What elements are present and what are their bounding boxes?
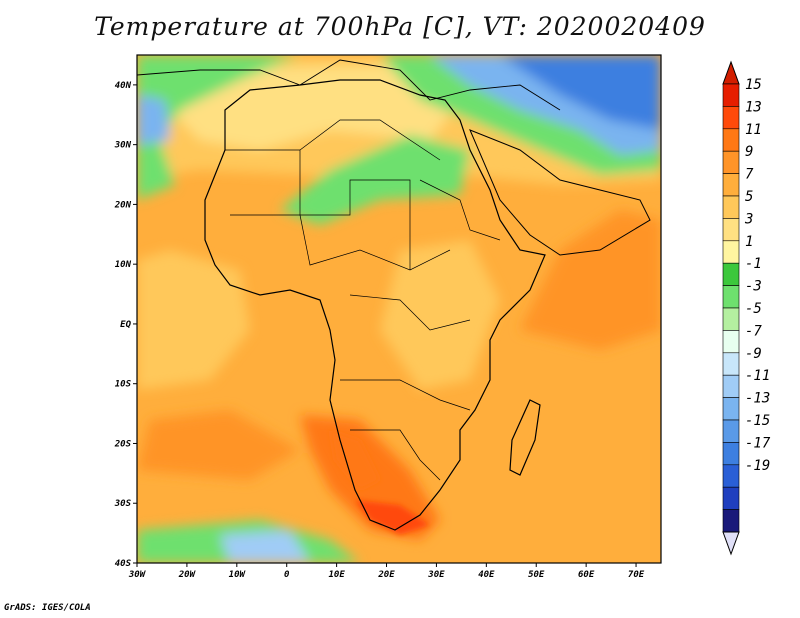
lat-tick-label: 10N bbox=[115, 260, 132, 270]
lon-tick-label: 10E bbox=[328, 570, 345, 580]
colorbar-label: -7 bbox=[745, 323, 762, 339]
colorbar-over-triangle bbox=[722, 60, 740, 85]
lat-tick-label: EQ bbox=[120, 320, 131, 330]
colorbar-label: -11 bbox=[745, 368, 770, 384]
latitude-axis: 40N 30N 20N 10N EQ 10S 20S 30S 40S bbox=[114, 81, 137, 569]
colorbar-label: -17 bbox=[745, 435, 771, 451]
colorbar-label: 3 bbox=[744, 211, 753, 227]
colorbar-swatch bbox=[722, 262, 740, 286]
colorbar-label: 13 bbox=[745, 99, 762, 115]
coastline-africa bbox=[204, 79, 546, 531]
lon-tick-label: 50E bbox=[528, 570, 545, 580]
colorbar-swatch bbox=[722, 464, 740, 488]
colorbar-label: -13 bbox=[745, 391, 770, 407]
colorbar-label: -3 bbox=[745, 279, 762, 295]
colorbar-swatch bbox=[722, 195, 740, 219]
colorbar-swatch bbox=[722, 330, 740, 354]
colorbar-swatch bbox=[722, 352, 740, 376]
lon-tick-label: 0 bbox=[284, 570, 290, 580]
credit-text: GrADS: IGES/COLA bbox=[4, 603, 91, 613]
colorbar-label: 9 bbox=[745, 144, 753, 160]
lon-tick-label: 10W bbox=[229, 570, 247, 580]
colorbar: 15 13 11 9 7 5 3 1 -1 -3 -5 -7 -9 -11 -13 -15 -17 -19 bbox=[722, 60, 771, 556]
lon-tick-label: 30E bbox=[427, 570, 445, 580]
longitude-axis: 30W 20W 10W 0 10E 20E 30E 40E 50E 60E 70E bbox=[128, 563, 645, 580]
colorbar-swatch bbox=[722, 83, 740, 107]
lat-tick-label: 40S bbox=[115, 559, 132, 569]
lon-tick-label: 20E bbox=[377, 570, 395, 580]
colorbar-swatch bbox=[722, 218, 740, 242]
country-borders bbox=[225, 119, 501, 481]
colorbar-swatch bbox=[722, 419, 740, 443]
colorbar-swatch bbox=[722, 128, 740, 152]
coastline-arabia bbox=[469, 129, 651, 256]
lon-tick-label: 70E bbox=[628, 570, 645, 580]
chart-title: Temperature at 700hPa [C], VT: 202002040… bbox=[94, 12, 706, 41]
colorbar-label: -19 bbox=[745, 458, 770, 474]
coastline-europe bbox=[137, 59, 561, 111]
colorbar-swatch bbox=[722, 397, 740, 421]
temperature-field bbox=[137, 55, 661, 563]
lat-tick-label: 10S bbox=[115, 380, 132, 390]
colorbar-swatch bbox=[722, 307, 740, 331]
colorbar-swatch bbox=[722, 285, 740, 309]
colorbar-label: 15 bbox=[745, 77, 762, 93]
colorbar-swatch bbox=[722, 240, 740, 264]
colorbar-swatch bbox=[722, 173, 740, 197]
lat-tick-label: 30N bbox=[114, 141, 132, 151]
lon-tick-label: 40E bbox=[478, 570, 495, 580]
map-frame bbox=[136, 54, 662, 564]
colorbar-swatch bbox=[722, 486, 740, 510]
colorbar-label: 5 bbox=[745, 189, 753, 205]
colorbar-swatch bbox=[722, 106, 740, 130]
lon-tick-label: 30W bbox=[128, 570, 147, 580]
lon-tick-label: 20W bbox=[178, 570, 197, 580]
colorbar-swatch bbox=[722, 442, 740, 466]
lat-tick-label: 20N bbox=[114, 200, 132, 210]
lon-tick-label: 60E bbox=[578, 570, 595, 580]
colorbar-swatch bbox=[722, 509, 740, 533]
colorbar-label: 1 bbox=[745, 234, 753, 250]
colorbar-label: -15 bbox=[745, 413, 770, 429]
colorbar-swatch bbox=[722, 374, 740, 398]
colorbar-label: -1 bbox=[745, 256, 762, 272]
colorbar-label: 7 bbox=[745, 167, 754, 183]
colorbar-label: -5 bbox=[745, 301, 762, 317]
colorbar-label: -9 bbox=[745, 346, 762, 362]
colorbar-under-triangle bbox=[722, 531, 740, 556]
colorbar-label: 11 bbox=[745, 122, 762, 138]
lat-tick-label: 20S bbox=[114, 439, 132, 449]
lat-tick-label: 30S bbox=[114, 499, 132, 509]
coastline-madagascar bbox=[509, 399, 541, 476]
colorbar-swatch bbox=[722, 150, 740, 174]
lat-tick-label: 40N bbox=[115, 81, 132, 91]
